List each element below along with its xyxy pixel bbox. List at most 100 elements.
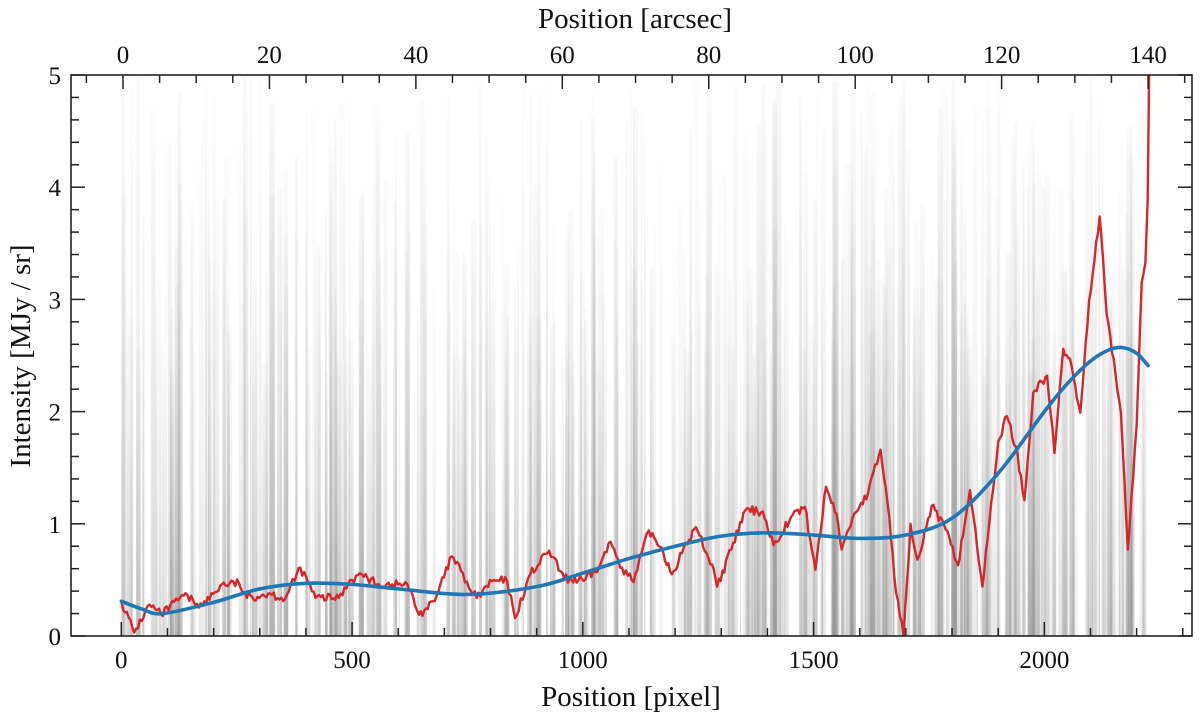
background-streak xyxy=(324,208,328,636)
background-streak xyxy=(613,155,618,636)
background-streak xyxy=(522,77,525,636)
background-streak xyxy=(739,343,742,636)
background-streak xyxy=(945,94,948,636)
background-streak xyxy=(1089,75,1093,636)
background-streak xyxy=(192,337,197,636)
background-streak xyxy=(1027,145,1031,636)
background-streak xyxy=(311,105,316,636)
background-streak xyxy=(457,358,463,636)
background-streak xyxy=(567,210,574,636)
background-streak xyxy=(583,319,589,636)
background-streak xyxy=(959,123,964,636)
background-streak xyxy=(636,341,643,636)
background-streak xyxy=(504,351,508,636)
background-streak xyxy=(265,272,268,636)
background-streak xyxy=(954,258,957,636)
background-streak xyxy=(308,346,311,636)
background-streak xyxy=(536,317,542,636)
x-tick-label: 2000 xyxy=(1019,647,1069,674)
background-streak xyxy=(940,85,946,636)
background-streak xyxy=(602,293,608,636)
background-streak xyxy=(328,121,330,636)
background-streak xyxy=(957,347,960,636)
background-streak xyxy=(677,205,683,636)
background-streak xyxy=(772,99,777,636)
background-streak xyxy=(361,190,365,636)
background-streak xyxy=(761,84,766,636)
background-streak xyxy=(698,302,702,636)
background-streak xyxy=(947,350,950,636)
background-streak xyxy=(813,198,818,636)
background-streak xyxy=(674,249,677,636)
background-streak xyxy=(838,280,840,636)
background-streak xyxy=(422,224,428,636)
background-streak xyxy=(1022,155,1024,636)
background-streak xyxy=(155,301,158,636)
background-streak xyxy=(631,266,637,636)
background-streak xyxy=(121,89,126,636)
background-streak xyxy=(750,271,754,636)
background-streak xyxy=(238,146,241,636)
background-streak xyxy=(694,78,699,636)
background-streak xyxy=(1126,127,1132,636)
background-streak xyxy=(283,233,289,636)
background-streak xyxy=(173,134,179,636)
background-streak xyxy=(314,244,321,636)
background-streak xyxy=(902,85,906,636)
background-streak xyxy=(1071,134,1075,636)
background-streak xyxy=(203,100,206,636)
background-streak xyxy=(627,280,633,636)
background-streak xyxy=(689,126,692,636)
background-streak xyxy=(159,336,165,636)
background-streak xyxy=(833,166,840,636)
background-streak xyxy=(252,368,254,636)
background-streak xyxy=(447,96,450,636)
background-streak xyxy=(912,317,917,636)
x-axis-label: Position [pixel] xyxy=(541,681,721,713)
background-streak xyxy=(336,360,342,636)
background-streak xyxy=(317,247,322,636)
background-streak xyxy=(1036,172,1043,636)
background-streak xyxy=(812,341,816,636)
y-tick-label: 5 xyxy=(49,63,62,90)
background-streak xyxy=(808,325,814,636)
background-streak xyxy=(714,263,720,636)
background-streak xyxy=(718,166,725,636)
x-tick-label: 0 xyxy=(115,647,128,674)
background-streak xyxy=(876,259,880,636)
polynomial-fit-line xyxy=(119,345,1150,616)
background-streak xyxy=(1004,345,1008,636)
background-streak xyxy=(393,201,398,636)
background-streak xyxy=(277,187,283,636)
background-streak xyxy=(376,120,381,636)
background-streak xyxy=(1013,122,1018,636)
background-streak xyxy=(884,189,889,636)
background-streak xyxy=(800,126,802,636)
background-streak xyxy=(1010,137,1016,636)
top-x-tick-label: 140 xyxy=(1129,42,1167,69)
background-streak xyxy=(240,97,244,636)
background-streak xyxy=(456,252,459,636)
background-streak xyxy=(462,253,467,636)
x-tick-label: 1000 xyxy=(558,647,608,674)
background-streak xyxy=(359,297,363,636)
background-streak xyxy=(156,253,161,636)
background-streak xyxy=(526,327,531,636)
background-streak xyxy=(210,292,212,636)
background-streak xyxy=(546,145,548,636)
background-streak xyxy=(692,373,697,636)
background-streak xyxy=(733,85,738,636)
background-streak xyxy=(452,248,456,636)
background-streak xyxy=(1005,251,1012,636)
background-streak xyxy=(151,145,156,636)
background-streak xyxy=(227,321,232,636)
background-streak xyxy=(347,339,354,636)
background-streak xyxy=(702,325,708,636)
background-streak xyxy=(1085,119,1090,636)
background-streak xyxy=(479,84,482,636)
background-streak xyxy=(345,361,348,636)
background-streak xyxy=(529,184,536,636)
background-streak xyxy=(731,345,735,636)
background-streak xyxy=(969,331,974,636)
